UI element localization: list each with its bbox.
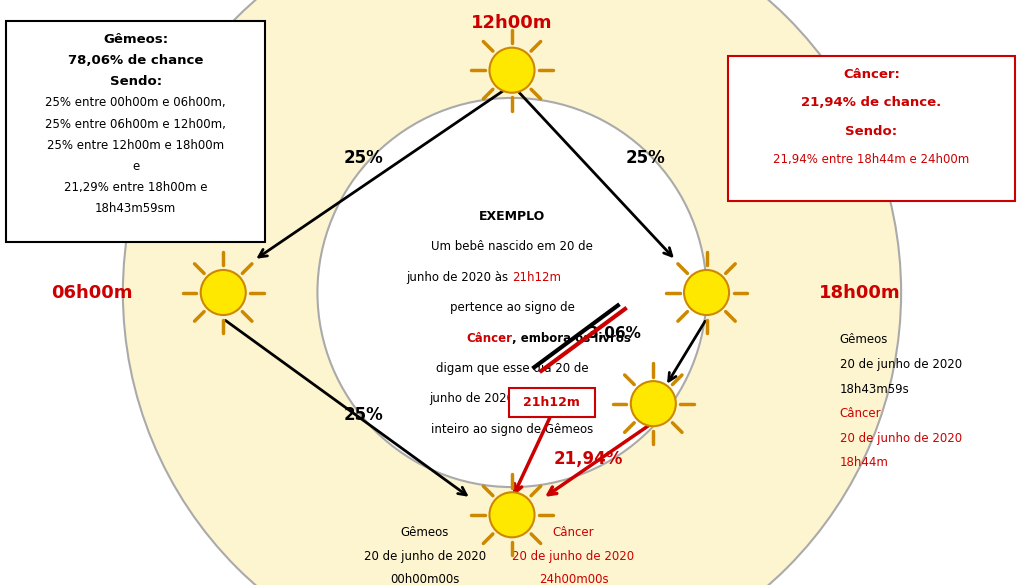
Text: 21,94% de chance.: 21,94% de chance. (802, 97, 941, 109)
Ellipse shape (123, 0, 901, 585)
Text: 00h00m00s: 00h00m00s (390, 573, 460, 585)
Text: Câncer: Câncer (840, 407, 882, 420)
Text: Gêmeos: Gêmeos (840, 333, 888, 346)
Text: inteiro ao signo de Gêmeos: inteiro ao signo de Gêmeos (431, 423, 593, 436)
Ellipse shape (489, 47, 535, 93)
Text: 21,94%: 21,94% (554, 450, 624, 468)
Text: 20 de junho de 2020: 20 de junho de 2020 (364, 550, 486, 563)
Text: Gêmeos:: Gêmeos: (103, 33, 168, 46)
Text: 18h44m: 18h44m (840, 456, 889, 469)
Text: 25%: 25% (344, 149, 383, 167)
Text: 3,06%: 3,06% (588, 326, 641, 341)
Text: , embora os livros: , embora os livros (512, 332, 631, 345)
Text: 25%: 25% (344, 407, 383, 424)
Text: 78,06% de chance: 78,06% de chance (68, 54, 204, 67)
Text: 18h43m59s: 18h43m59s (840, 383, 909, 395)
Text: digam que esse dia 20 de: digam que esse dia 20 de (435, 362, 589, 375)
Ellipse shape (489, 492, 535, 538)
Text: EXEMPLO: EXEMPLO (479, 210, 545, 223)
Text: 20 de junho de 2020: 20 de junho de 2020 (840, 358, 962, 371)
Text: junho de 2020 às: junho de 2020 às (407, 271, 512, 284)
Text: junho de 2020 pertence por: junho de 2020 pertence por (429, 393, 595, 405)
Text: Sendo:: Sendo: (846, 125, 897, 137)
Text: e: e (132, 160, 139, 173)
Ellipse shape (631, 381, 676, 426)
Text: 25%: 25% (626, 149, 665, 167)
Text: 20 de junho de 2020: 20 de junho de 2020 (840, 432, 962, 445)
Text: 25% entre 06h00m e 12h00m,: 25% entre 06h00m e 12h00m, (45, 118, 226, 130)
Ellipse shape (317, 98, 707, 487)
Text: pertence ao signo de: pertence ao signo de (450, 301, 574, 314)
FancyBboxPatch shape (6, 21, 265, 242)
Text: Câncer: Câncer (553, 526, 594, 539)
Text: 06h00m: 06h00m (51, 284, 133, 301)
Text: 25% entre 00h00m e 06h00m,: 25% entre 00h00m e 06h00m, (45, 97, 226, 109)
Text: 21h12m: 21h12m (523, 396, 581, 409)
Text: 18h00m: 18h00m (819, 284, 901, 301)
Text: Gêmeos: Gêmeos (400, 526, 450, 539)
FancyBboxPatch shape (509, 388, 595, 417)
Text: 21h12m: 21h12m (512, 271, 561, 284)
Text: 20 de junho de 2020: 20 de junho de 2020 (512, 550, 635, 563)
Text: Um bebê nascido em 20 de: Um bebê nascido em 20 de (431, 240, 593, 253)
Text: Sendo:: Sendo: (110, 75, 162, 88)
FancyBboxPatch shape (728, 56, 1015, 201)
Text: 12h00m: 12h00m (471, 15, 553, 32)
Text: 21,94% entre 18h44m e 24h00m: 21,94% entre 18h44m e 24h00m (773, 153, 970, 166)
Text: 21,29% entre 18h00m e: 21,29% entre 18h00m e (63, 181, 208, 194)
Text: 25% entre 12h00m e 18h00m: 25% entre 12h00m e 18h00m (47, 139, 224, 152)
Text: 24h00m00s: 24h00m00s (539, 573, 608, 585)
Ellipse shape (684, 270, 729, 315)
Text: 18h43m59sm: 18h43m59sm (95, 202, 176, 215)
Text: Câncer: Câncer (466, 332, 512, 345)
Text: Câncer:: Câncer: (843, 68, 900, 81)
Ellipse shape (201, 270, 246, 315)
